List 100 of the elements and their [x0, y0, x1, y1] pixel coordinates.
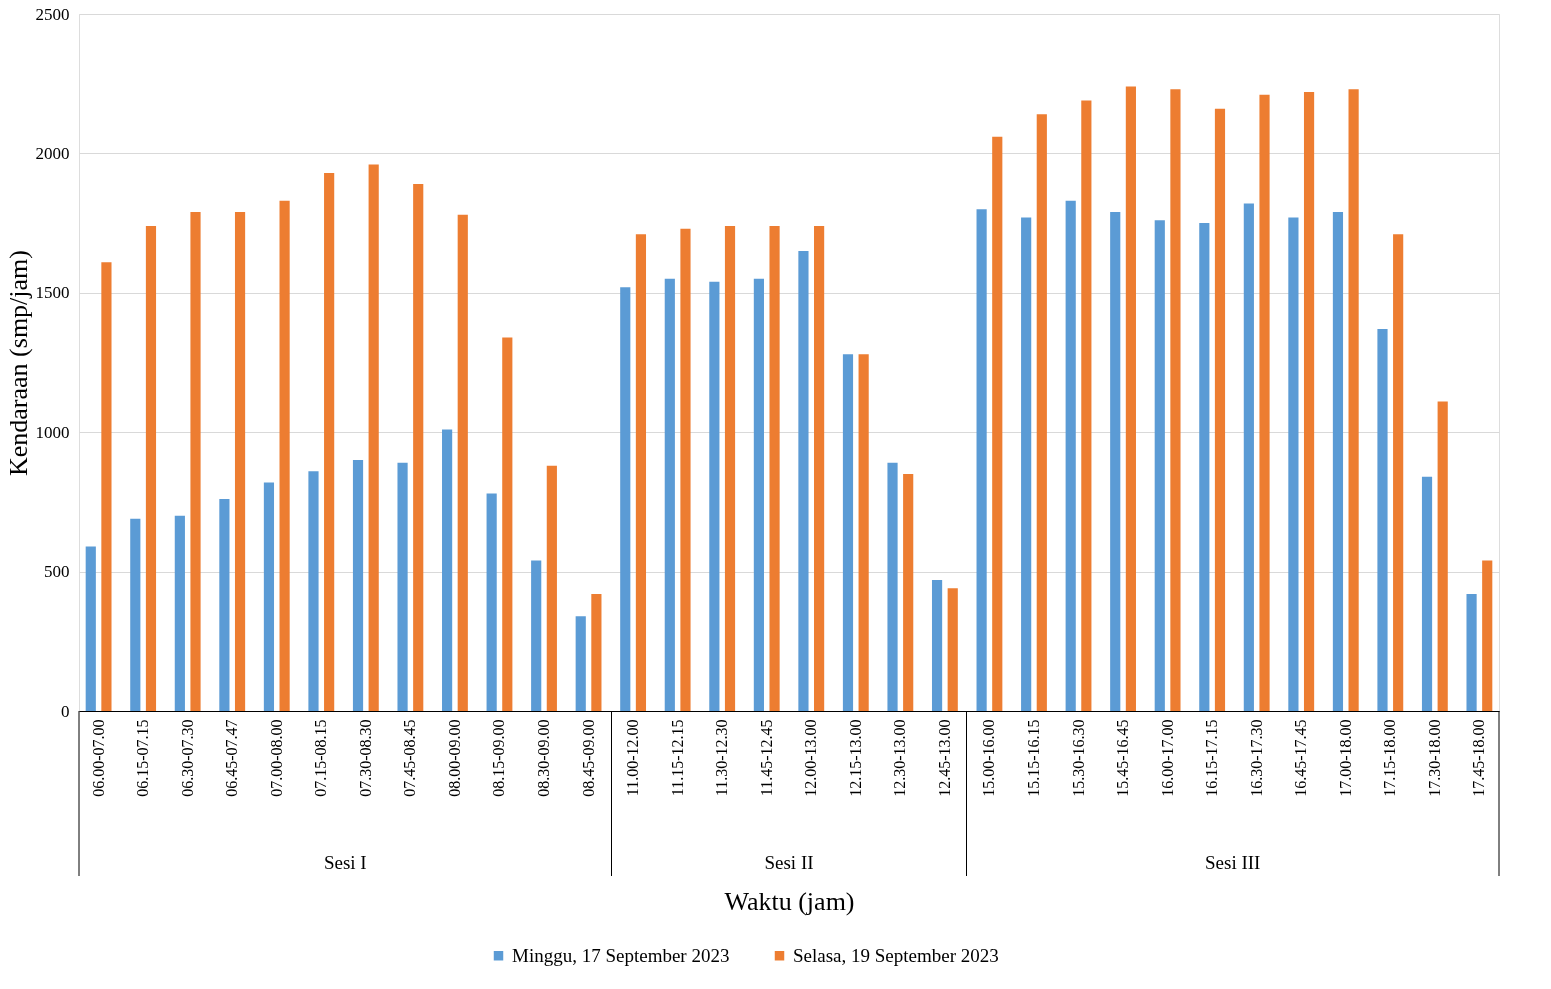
bar	[1348, 89, 1359, 711]
bar	[680, 228, 691, 711]
bar	[1437, 401, 1448, 711]
bar	[531, 560, 542, 711]
x-tick-label: 06.15-07.15	[134, 719, 152, 797]
bar	[279, 200, 290, 711]
bar	[546, 465, 557, 711]
x-tick-label: 15.00-16.00	[980, 719, 998, 797]
y-tick-label: 2000	[35, 143, 70, 163]
x-tick-label: 12.15-13.00	[846, 719, 864, 797]
bar	[308, 471, 319, 711]
text: Sesi II	[764, 852, 814, 873]
bar	[145, 225, 157, 711]
bar	[1466, 593, 1477, 711]
x-tick-label: 15.30-16.30	[1069, 719, 1087, 797]
bar	[130, 518, 141, 711]
bar	[190, 211, 201, 711]
x-tick-label: 15.45-16.45	[1114, 719, 1132, 797]
bar	[486, 493, 497, 711]
x-tick-label: 06.00-07.00	[89, 719, 107, 797]
y-tick-label: 500	[44, 562, 70, 582]
bar	[263, 482, 275, 711]
x-tick-label: 11.45-12.45	[757, 719, 775, 797]
bar	[931, 579, 943, 711]
bar	[1303, 92, 1315, 711]
bar	[947, 588, 958, 711]
bar	[1482, 560, 1493, 711]
bar	[664, 278, 675, 711]
bar	[976, 209, 987, 711]
x-tick-label: 06.45-07.47	[223, 719, 241, 797]
x-tick-label: 11.15-12.15	[668, 719, 686, 797]
bar	[575, 616, 586, 711]
bar	[1110, 211, 1121, 711]
bar	[234, 211, 246, 711]
x-tick-label: 12.45-13.00	[935, 719, 953, 797]
bar	[1243, 203, 1254, 711]
bar	[1377, 329, 1388, 711]
y-tick-label: 1000	[35, 422, 70, 442]
x-tick-label: 17.00-18.00	[1336, 719, 1354, 797]
x-tick-label: 17.15-18.00	[1381, 719, 1399, 797]
x-axis-title: Waktu (jam)	[724, 886, 855, 916]
bar	[814, 225, 825, 711]
bar	[324, 172, 335, 711]
bar	[842, 354, 854, 711]
x-tick-label: 08.00-09.00	[445, 719, 463, 797]
bar	[1199, 223, 1210, 711]
x-tick-label: 07.30-08.30	[356, 719, 374, 797]
x-tick-label: 16.45-17.45	[1292, 719, 1310, 797]
bar	[887, 462, 898, 711]
bar	[368, 164, 379, 711]
bar	[992, 136, 1003, 711]
bar	[413, 184, 424, 711]
x-tick-label: 07.00-08.00	[267, 719, 285, 797]
x-tick-label: 08.15-09.00	[490, 719, 508, 797]
bar	[620, 287, 631, 711]
x-tick-label: 16.15-17.15	[1203, 719, 1221, 797]
x-tick-label: 07.45-08.45	[401, 719, 419, 797]
x-tick-label: 07.15-08.15	[312, 719, 330, 797]
x-tick-label: 15.15-16.15	[1024, 719, 1042, 797]
legend-label: Selasa, 19 September 2023	[793, 944, 999, 966]
bar	[1154, 220, 1165, 711]
bar	[798, 250, 809, 711]
x-tick-label: 06.30-07.30	[178, 719, 196, 797]
bar	[1393, 234, 1404, 711]
bar	[1288, 217, 1299, 711]
y-tick-label: 0	[61, 701, 70, 721]
bar	[85, 546, 96, 711]
bar	[457, 214, 468, 711]
bar	[1081, 100, 1092, 711]
bar	[858, 354, 869, 711]
bar	[442, 429, 453, 711]
bar	[1421, 476, 1433, 711]
x-tick-label: 17.45-18.00	[1470, 719, 1488, 797]
bar	[1065, 200, 1076, 711]
bar	[1259, 94, 1270, 711]
x-tick-label: 16.00-17.00	[1158, 719, 1176, 797]
bar	[397, 462, 408, 711]
bar	[1214, 108, 1226, 711]
x-tick-label: 08.45-09.00	[579, 719, 597, 797]
bar	[174, 515, 185, 711]
y-tick-label: 2500	[35, 4, 70, 24]
bar	[903, 474, 914, 711]
bar	[352, 460, 364, 711]
bar	[753, 278, 764, 711]
bar	[635, 234, 647, 711]
bar	[1125, 86, 1136, 711]
bar	[709, 281, 720, 711]
bar	[1036, 114, 1047, 711]
y-axis-title: Kendaraan (smp/jam)	[3, 250, 33, 476]
bar	[769, 225, 780, 711]
x-tick-label: 17.30-18.00	[1425, 719, 1443, 797]
x-tick-label: 11.00-12.00	[624, 719, 642, 797]
bar	[1170, 89, 1181, 711]
bar	[219, 499, 230, 711]
x-tick-label: 11.30-12.30	[713, 719, 731, 797]
text: Sesi I	[323, 852, 367, 873]
x-tick-label: 12.00-13.00	[802, 719, 820, 797]
bar	[1332, 211, 1344, 711]
bar	[591, 593, 602, 711]
legend-label: Minggu, 17 September 2023	[512, 944, 730, 966]
